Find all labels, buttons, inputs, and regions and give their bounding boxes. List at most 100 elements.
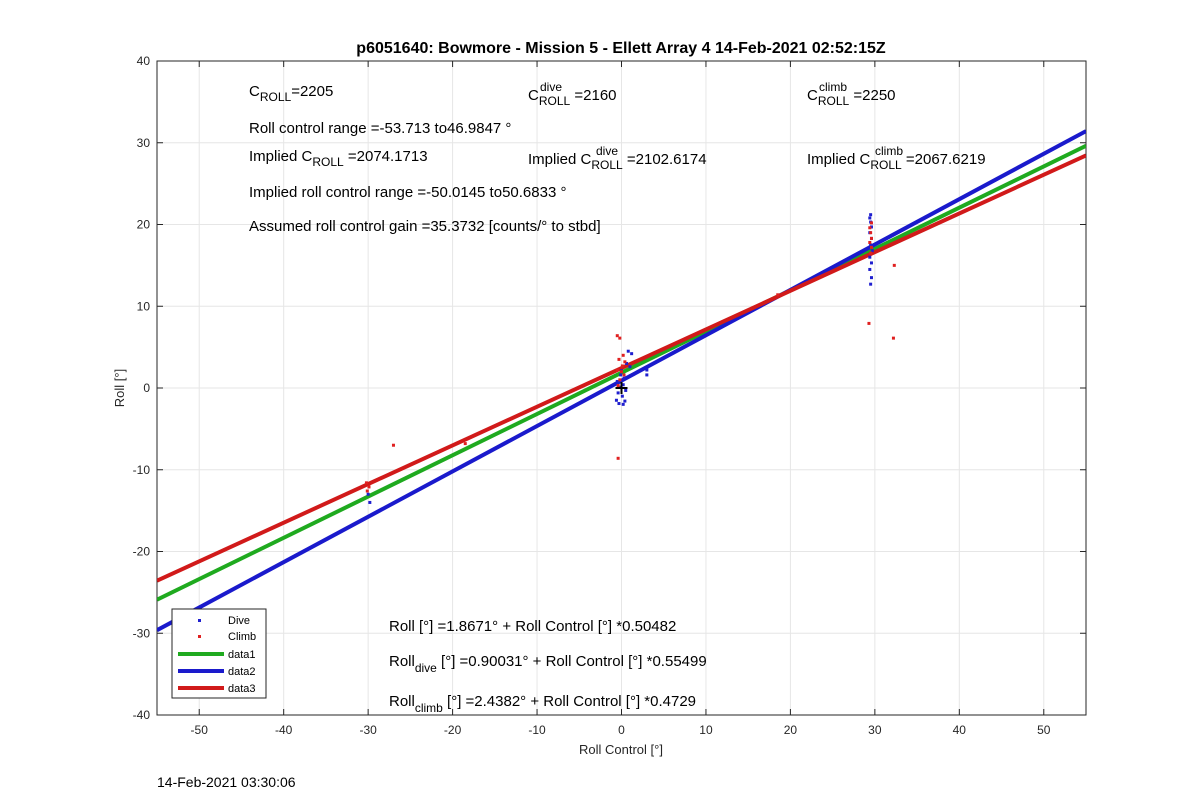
implied-c-roll-climb-sub: ROLL — [870, 158, 902, 172]
climb-point — [868, 240, 872, 244]
legend-dive-label: Dive — [228, 615, 250, 627]
x-tick-label: -30 — [359, 723, 377, 737]
climb-point — [616, 384, 620, 388]
climb-point — [623, 360, 627, 364]
timestamp: 14-Feb-2021 03:30:06 — [157, 774, 296, 790]
legend-data2-label: data2 — [228, 666, 256, 678]
c-roll-dive-annotation: CROLL =2160 dive — [528, 80, 617, 108]
c-roll-climb-value: =2250 — [849, 87, 895, 104]
x-tick-label: -50 — [191, 723, 209, 737]
climb-point — [364, 481, 368, 485]
x-tick-label: -10 — [528, 723, 546, 737]
dive-point — [869, 261, 873, 265]
x-tick-label: 30 — [868, 723, 882, 737]
climb-point — [869, 251, 873, 255]
dive-point — [868, 267, 872, 271]
dive-point — [616, 391, 620, 395]
y-tick-label: 20 — [137, 218, 151, 232]
dive-point — [623, 399, 627, 403]
fit-dive-rest: [°] =0.90031° + Roll Control [°] *0.5549… — [437, 653, 707, 670]
legend-climb-label: Climb — [228, 631, 256, 643]
climb-point — [618, 336, 622, 340]
y-tick-label: -10 — [133, 463, 151, 477]
fit-climb-sub: climb — [415, 701, 443, 715]
c-roll-dive-base: C — [528, 87, 539, 104]
implied-c-roll-dive-value: =2102.6174 — [623, 151, 707, 168]
climb-point — [617, 357, 621, 361]
y-axis-label: Roll [°] — [112, 369, 127, 407]
legend-climb-marker — [198, 635, 201, 638]
x-tick-label: 10 — [699, 723, 713, 737]
implied-c-roll-climb-prefix: Implied C — [807, 151, 871, 168]
climb-point — [621, 353, 625, 357]
fit-climb-rest: [°] =2.4382° + Roll Control [°] *0.4729 — [443, 693, 696, 710]
climb-point — [869, 245, 873, 249]
climb-point — [618, 378, 622, 382]
implied-c-roll-climb-value: =2067.6219 — [902, 151, 986, 168]
legend-dive-marker — [198, 619, 201, 622]
c-roll-dive-value: =2160 — [570, 87, 616, 104]
svg-text:Implied CROLL =2067.6219: Implied CROLL =2067.6219 — [807, 151, 986, 172]
implied-roll-range-annotation: Implied roll control range =-50.0145 to5… — [249, 184, 566, 201]
svg-text:CROLL =2250: CROLL =2250 — [807, 87, 896, 108]
dive-point — [868, 216, 872, 220]
legend-data3-label: data3 — [228, 683, 256, 695]
fit-dive-annotation: Rolldive [°] =0.90031° + Roll Control [°… — [389, 653, 707, 675]
climb-point — [463, 442, 467, 446]
implied-c-roll-annotation: Implied CROLL =2074.1713 — [249, 148, 428, 169]
implied-c-roll-dive-sup: dive — [596, 144, 618, 158]
dive-point — [624, 388, 628, 392]
climb-point — [620, 370, 623, 374]
fit-line-data3 — [157, 153, 1086, 583]
dive-point — [645, 373, 649, 377]
dive-point — [868, 255, 872, 259]
climb-point — [869, 236, 873, 240]
x-tick-label: 40 — [953, 723, 967, 737]
dive-point — [621, 402, 625, 406]
implied-c-roll-climb-annotation: Implied CROLL =2067.6219 climb — [807, 144, 986, 172]
svg-text:Implied CROLL =2102.6174: Implied CROLL =2102.6174 — [528, 151, 707, 172]
dive-point — [620, 394, 624, 398]
x-tick-label: 0 — [618, 723, 625, 737]
x-axis-label: Roll Control [°] — [579, 742, 663, 757]
y-tick-label: 30 — [137, 136, 151, 150]
x-tick-label: 50 — [1037, 723, 1051, 737]
dive-point — [615, 379, 619, 383]
c-roll-annotation: CROLL=2205 — [249, 83, 333, 104]
climb-point — [615, 334, 619, 338]
fit-line-data2 — [157, 129, 1086, 632]
y-tick-label: -20 — [133, 545, 151, 559]
c-roll-sub: ROLL — [260, 90, 292, 104]
dive-point — [368, 500, 372, 504]
c-roll-value: =2205 — [291, 83, 333, 100]
c-roll-climb-annotation: CROLL =2250 climb — [807, 80, 896, 108]
y-tick-label: 10 — [137, 299, 151, 313]
dive-point — [621, 383, 625, 387]
climb-point — [367, 485, 371, 489]
climb-point — [365, 489, 369, 493]
dive-point — [869, 213, 873, 217]
c-roll-dive-sup: dive — [540, 80, 562, 94]
gain-annotation: Assumed roll control gain =35.3732 [coun… — [249, 218, 601, 235]
dive-point — [622, 376, 626, 380]
dive-point — [614, 398, 618, 402]
c-roll-climb-sup: climb — [819, 80, 847, 94]
roll-control-range-annotation: Roll control range =-53.713 to46.9847 ° — [249, 120, 511, 137]
dive-point — [630, 352, 634, 356]
climb-point — [869, 231, 873, 235]
x-axis-ticks: -50 -40 -30 -20 -10 0 10 20 30 40 50 — [191, 61, 1051, 737]
dive-point — [869, 276, 873, 280]
y-tick-label: -40 — [133, 708, 151, 722]
legend-data1-label: data1 — [228, 649, 256, 661]
climb-point — [867, 321, 871, 325]
data-points — [364, 213, 896, 504]
dive-point — [869, 282, 873, 286]
fit-climb-annotation: Rollclimb [°] =2.4382° + Roll Control [°… — [389, 693, 696, 715]
fit-climb-base: Roll — [389, 693, 415, 710]
dive-point — [628, 365, 632, 369]
implied-c-roll-prefix: Implied C — [249, 148, 313, 165]
c-roll-dive-sub: ROLL — [539, 94, 571, 108]
dive-point — [869, 243, 873, 247]
dive-point — [645, 368, 649, 372]
y-tick-label: -30 — [133, 626, 151, 640]
